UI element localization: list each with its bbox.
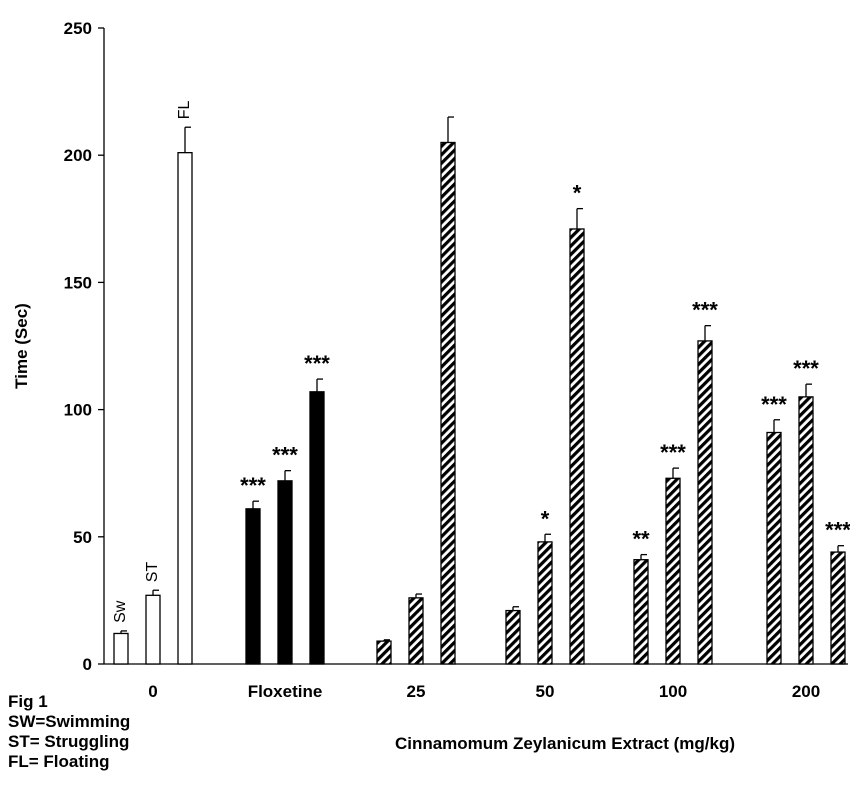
legend-fl: FL= Floating — [8, 752, 110, 771]
significance-stars: *** — [692, 298, 718, 323]
y-tick-label: 150 — [64, 273, 92, 292]
bars — [113, 116, 846, 665]
bar — [440, 141, 456, 665]
bar — [697, 340, 713, 665]
x-category-label: 50 — [536, 682, 555, 701]
y-tick-label: 200 — [64, 146, 92, 165]
legend-sw: SW=Swimming — [8, 712, 131, 731]
y-axis-label: Time (Sec) — [12, 303, 31, 389]
y-tick-label: 0 — [83, 655, 92, 674]
bar — [145, 594, 161, 665]
bar — [113, 632, 129, 665]
bar — [309, 391, 325, 665]
figure-number: Fig 1 — [8, 692, 48, 711]
bar — [830, 551, 846, 665]
bar — [408, 597, 424, 665]
significance-stars: ** — [632, 527, 650, 552]
bar — [537, 541, 553, 665]
bar — [633, 559, 649, 665]
significance-stars: * — [541, 506, 550, 531]
y-tick-label: 250 — [64, 19, 92, 38]
significance-stars: *** — [761, 392, 787, 417]
significance-stars: *** — [825, 518, 850, 543]
bar — [245, 508, 261, 665]
bar — [569, 228, 585, 665]
x-category-label: 25 — [407, 682, 426, 701]
significance-stars: *** — [793, 356, 819, 381]
legend-st: ST= Struggling — [8, 732, 130, 751]
significance-stars: *** — [304, 351, 330, 376]
bar — [505, 609, 521, 665]
x-category-label: 200 — [792, 682, 820, 701]
axes: 0 50 100 150 200 250 Time (Sec) — [12, 19, 848, 674]
significance-stars: *** — [240, 473, 266, 498]
bar — [665, 477, 681, 665]
x-axis-label: Cinnamomum Zeylanicum Extract (mg/kg) — [395, 734, 735, 753]
x-category-label: Floxetine — [248, 682, 323, 701]
series-label: ST — [144, 562, 161, 583]
series-label: Sw — [112, 600, 129, 623]
bar — [277, 480, 293, 665]
bar — [798, 396, 814, 665]
y-tick-label: 50 — [73, 528, 92, 547]
bar — [177, 152, 193, 665]
bar — [376, 640, 392, 665]
significance-stars: *** — [660, 440, 686, 465]
significance-stars: *** — [272, 443, 298, 468]
bar — [766, 431, 782, 665]
y-tick-label: 100 — [64, 401, 92, 420]
series-label: FL — [176, 100, 193, 119]
x-category-label: 100 — [659, 682, 687, 701]
x-category-label: 0 — [148, 682, 157, 701]
significance-stars: * — [573, 181, 582, 206]
